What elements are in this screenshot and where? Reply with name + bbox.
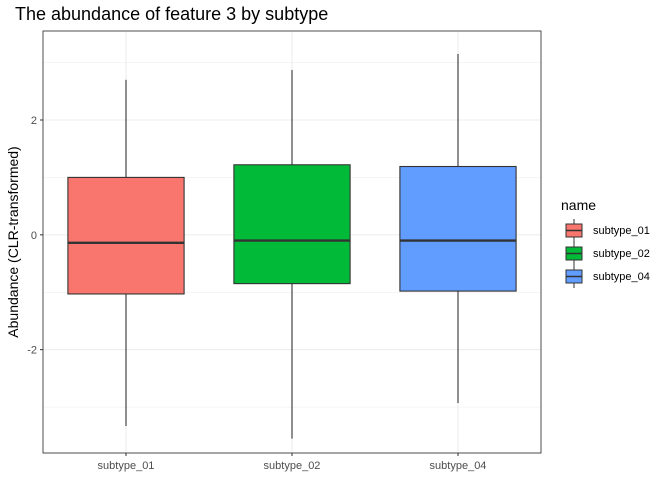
legend-key-subtype_04	[565, 265, 583, 288]
x-axis: subtype_01 subtype_02 subtype_04	[98, 453, 487, 472]
y-axis: -2 0 2	[27, 115, 43, 357]
box-iqr	[399, 165, 517, 292]
box-subtype_04	[399, 53, 517, 404]
box-subtype_02	[233, 70, 351, 439]
x-tick-label: subtype_04	[430, 460, 487, 472]
legend-label: subtype_01	[593, 225, 650, 237]
legend-key-subtype_02	[565, 242, 583, 265]
y-tick-label: 2	[31, 115, 37, 127]
legend-label: subtype_04	[593, 271, 650, 283]
x-tick-label: subtype_02	[264, 460, 321, 472]
y-axis-title: Abundance (CLR-transformed)	[5, 146, 21, 337]
x-tick-label: subtype_01	[98, 460, 155, 472]
box-subtype_01	[67, 79, 185, 427]
box-iqr	[233, 164, 351, 285]
legend: name subtype_01 subtype_02 subtype_04	[561, 197, 650, 288]
plot-boxes	[67, 53, 517, 439]
legend-key-subtype_01	[565, 219, 583, 242]
box-iqr	[67, 176, 185, 295]
legend-label: subtype_02	[593, 248, 650, 260]
y-tick-label: 0	[31, 230, 37, 242]
y-tick-label: -2	[27, 345, 37, 357]
legend-title: name	[561, 197, 596, 213]
chart-title: The abundance of feature 3 by subtype	[15, 4, 328, 24]
